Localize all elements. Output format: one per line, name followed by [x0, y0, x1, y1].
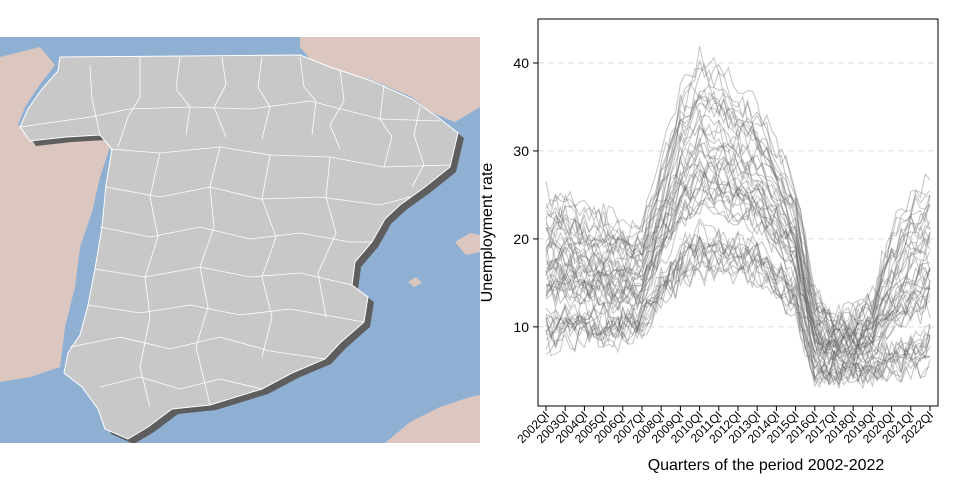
- region-series-line: [546, 96, 930, 335]
- unemployment-chart: 10 20 30 40 2002QI 2003QI 2004QI 2005QI 2006QI 2…: [480, 0, 960, 480]
- y-tick-label: 10: [513, 319, 529, 335]
- x-axis-title: Quarters of the period 2002-2022: [648, 457, 885, 474]
- y-tick-label: 30: [513, 143, 529, 159]
- x-axis: 2002QI2003QI2004QI2005QI2006QI2007QI2008…: [514, 406, 936, 446]
- map-svg: [0, 37, 480, 443]
- series-layer: [546, 46, 930, 388]
- spain-province-map: [0, 37, 480, 443]
- y-axis: 10 20 30 40: [513, 55, 538, 335]
- y-axis-title: Unemployment rate: [480, 163, 496, 303]
- y-tick-label: 20: [513, 231, 529, 247]
- y-tick-label: 40: [513, 55, 529, 71]
- chart-svg: 10 20 30 40 2002QI2003QI2004QI2005QI2006QI2…: [480, 0, 960, 480]
